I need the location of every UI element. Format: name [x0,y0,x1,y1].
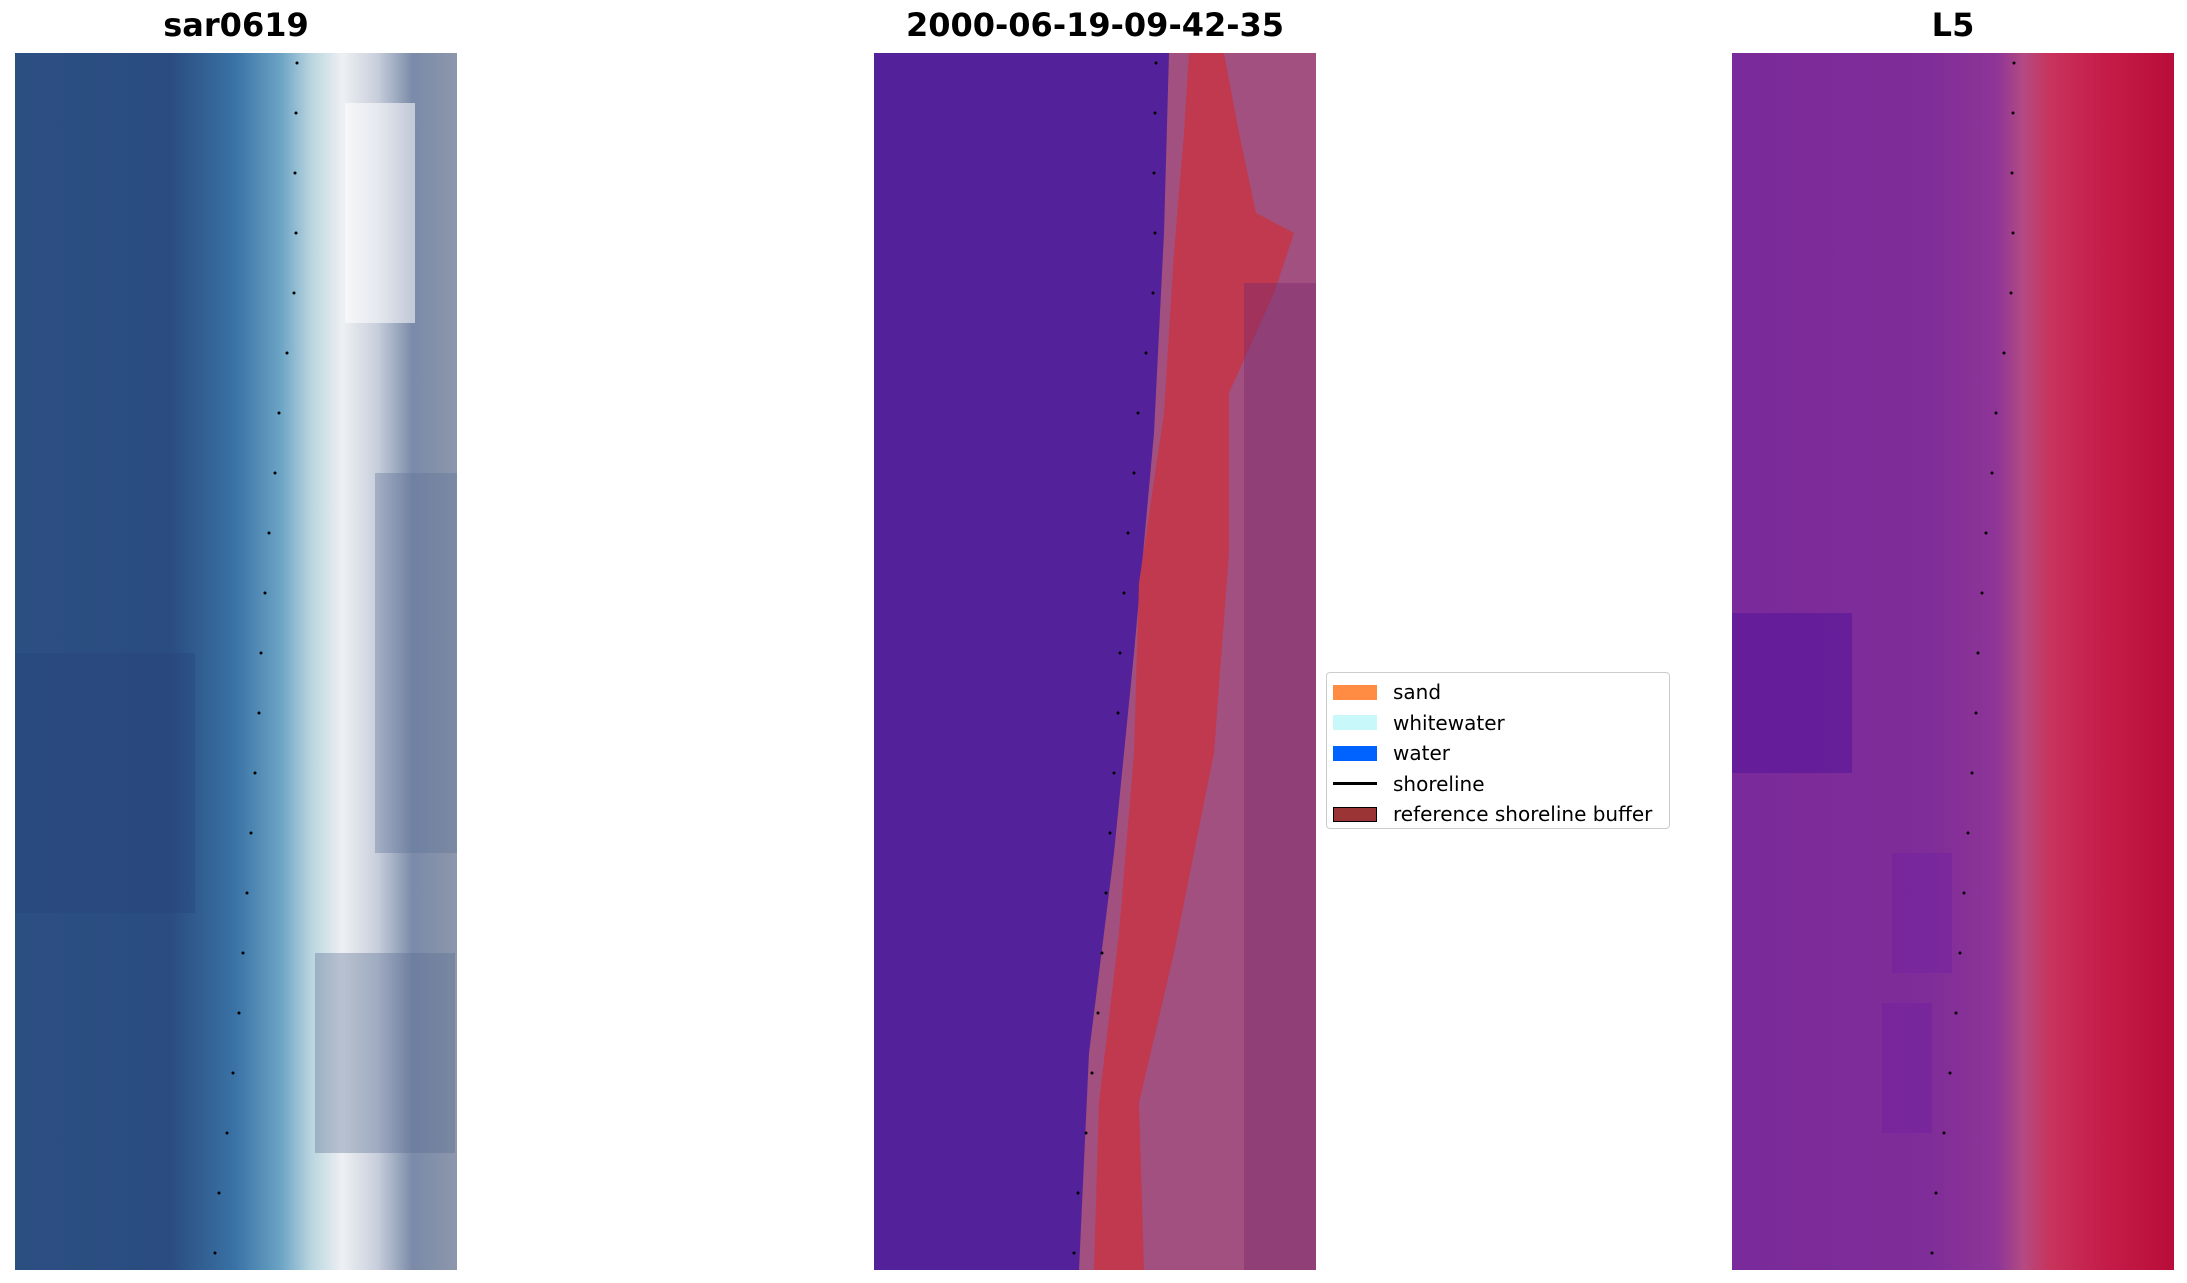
rgb-panel-title: sar0619 [163,6,309,44]
legend-label-sand: sand [1393,680,1442,705]
legend-item-reference-buffer: reference shoreline buffer [1333,799,1661,830]
legend: sand whitewater water shoreline referenc… [1326,672,1670,829]
rgb-image-panel [15,53,457,1270]
shoreline-dots-rgb [213,61,299,1255]
index-panel-title: L5 [1931,6,1975,44]
classified-image-panel [874,53,1316,1270]
index-image [1732,53,2174,1270]
reference-buffer-swatch [1333,806,1377,822]
whitewater-swatch [1333,715,1377,731]
index-image-panel [1732,53,2174,1270]
rgb-image [15,53,457,1270]
legend-item-water: water [1333,738,1661,769]
shoreline-line-swatch [1333,782,1377,786]
legend-label-water: water [1393,741,1450,766]
classified-panel-title: 2000-06-19-09-42-35 [905,6,1285,44]
legend-item-shoreline: shoreline [1333,769,1661,800]
legend-label-shoreline: shoreline [1393,771,1485,796]
classified-image [874,53,1316,1270]
legend-item-whitewater: whitewater [1333,708,1661,739]
water-swatch [1333,745,1377,761]
legend-label-whitewater: whitewater [1393,710,1505,735]
legend-item-sand: sand [1333,677,1661,708]
sand-region [1094,53,1294,1270]
sand-swatch [1333,684,1377,700]
shoreline-dots-classified [1072,61,1158,1255]
legend-label-reference-buffer: reference shoreline buffer [1393,802,1653,827]
shoreline-dots-index [1930,61,2016,1255]
